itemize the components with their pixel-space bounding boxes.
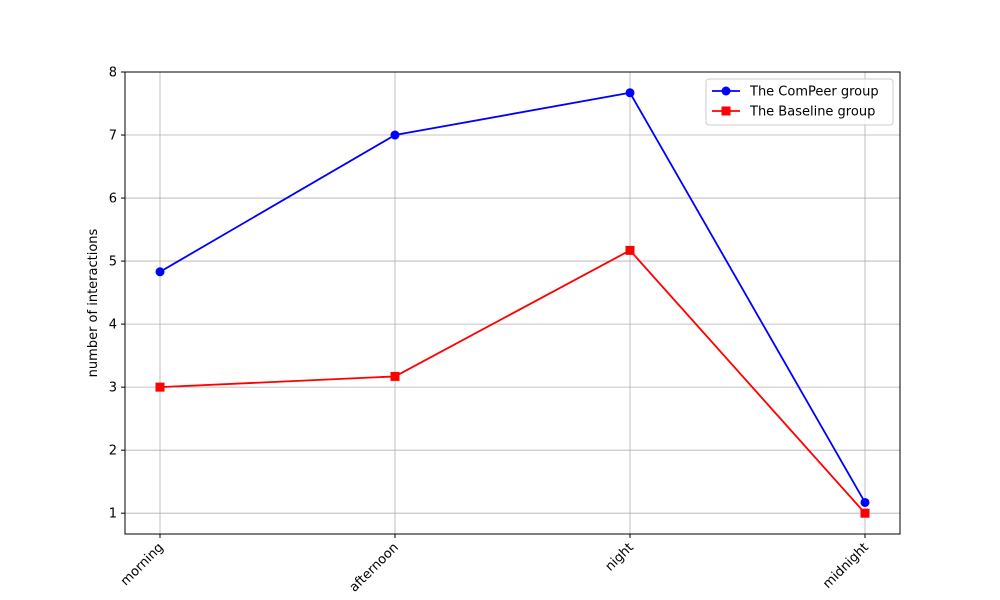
x-tick-label: night <box>603 540 637 574</box>
x-tick-label: afternoon <box>347 540 402 595</box>
data-point <box>155 382 165 392</box>
y-tick-label: 6 <box>109 192 117 207</box>
legend-label: The ComPeer group <box>749 85 879 100</box>
series-layer <box>155 88 870 518</box>
legend-box <box>705 78 894 126</box>
data-point <box>860 508 870 518</box>
x-tick-label: morning <box>118 540 167 589</box>
y-tick-label: 5 <box>109 255 117 270</box>
data-point <box>860 497 870 507</box>
legend-label: The Baseline group <box>749 105 875 120</box>
series-1 <box>155 88 870 507</box>
y-tick-label: 3 <box>109 381 117 396</box>
data-point <box>625 245 635 255</box>
legend-entry: The ComPeer group <box>712 85 879 100</box>
x-tick-label: midnight <box>820 540 872 592</box>
series-line <box>159 91 866 503</box>
data-point <box>625 88 635 98</box>
series-line <box>159 249 866 514</box>
y-tick-label: 8 <box>109 66 117 81</box>
legend-marker <box>721 86 731 96</box>
y-axis-label: number of interactions <box>86 228 101 377</box>
data-point <box>390 371 400 381</box>
legend-entry: The Baseline group <box>712 105 875 120</box>
legend-marker <box>721 106 731 116</box>
x-axis: morning afternoon night midnight <box>118 534 872 595</box>
legend: The ComPeer group The Baseline group <box>705 78 894 126</box>
grid-lines <box>125 71 900 534</box>
y-tick-label: 7 <box>109 129 117 144</box>
y-axis: 1 2 3 4 5 6 7 8 <box>109 66 125 522</box>
y-tick-label: 1 <box>109 507 117 522</box>
y-tick-label: 2 <box>109 444 117 459</box>
data-point <box>390 130 400 140</box>
plot-frame <box>124 71 901 535</box>
series-2 <box>155 245 870 518</box>
data-point <box>155 267 165 277</box>
y-tick-label: 4 <box>109 318 117 333</box>
